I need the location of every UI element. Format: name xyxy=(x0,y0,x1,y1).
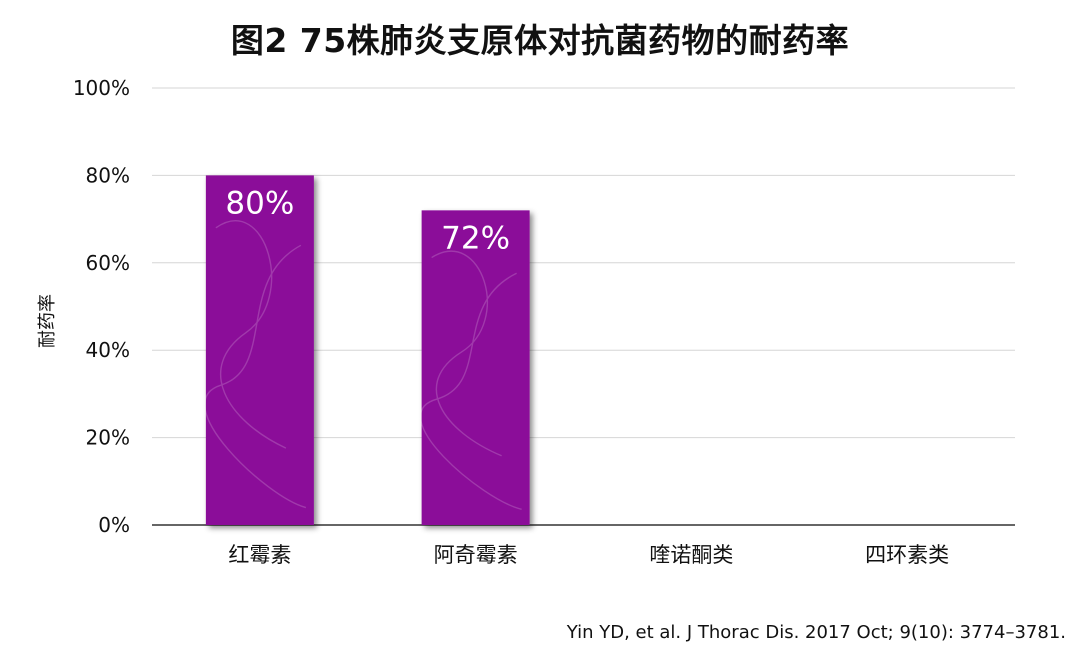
bar xyxy=(421,210,530,526)
x-tick-labels: 红霉素 阿奇霉素 喹诺酮类 四环素类 xyxy=(228,543,949,567)
bar-texture-stroke xyxy=(215,220,287,449)
bar-texture xyxy=(419,250,522,510)
data-labels: 80% 72% xyxy=(225,185,510,256)
bar-texture-stroke xyxy=(204,244,307,509)
bars xyxy=(204,175,530,526)
data-label: 80% xyxy=(225,185,294,221)
data-label: 72% xyxy=(441,220,510,256)
y-tick-label: 40% xyxy=(86,338,130,362)
bar xyxy=(205,175,314,525)
y-tick-label: 0% xyxy=(98,513,130,537)
citation: Yin YD, et al. J Thorac Dis. 2017 Oct; 9… xyxy=(566,622,1066,643)
bar-texture-stroke xyxy=(419,272,522,510)
y-tick-label: 80% xyxy=(86,163,130,187)
y-tick-label: 100% xyxy=(73,76,130,100)
y-tick-label: 20% xyxy=(86,426,130,450)
x-tick-label: 喹诺酮类 xyxy=(649,543,733,567)
x-tick-label: 红霉素 xyxy=(228,543,291,567)
y-tick-label: 60% xyxy=(86,251,130,275)
chart-title: 图2 75株肺炎支原体对抗菌药物的耐药率 xyxy=(230,21,850,60)
x-tick-label: 阿奇霉素 xyxy=(434,543,518,567)
y-tick-labels: 0% 20% 40% 60% 80% 100% xyxy=(73,76,130,537)
bar-texture xyxy=(204,220,307,509)
bar-texture-stroke xyxy=(431,250,502,457)
x-tick-label: 四环素类 xyxy=(865,543,949,567)
